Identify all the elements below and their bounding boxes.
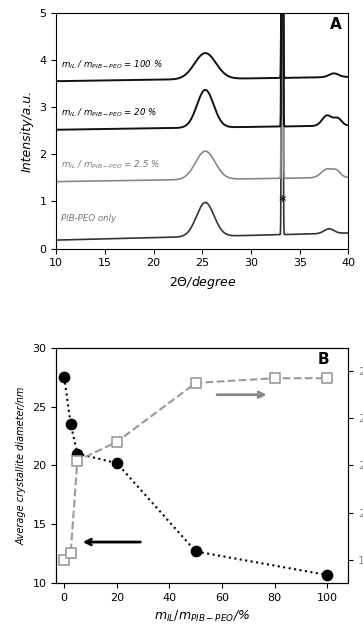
Point <box>193 546 199 556</box>
Point <box>193 378 199 388</box>
Point <box>68 547 74 558</box>
X-axis label: $m_{IL}/m_{PIB-PEO}$/%: $m_{IL}/m_{PIB-PEO}$/% <box>154 608 250 624</box>
Point <box>74 449 80 459</box>
Point <box>325 570 330 580</box>
Point <box>272 373 278 383</box>
Point <box>68 419 74 429</box>
Text: A: A <box>330 17 341 32</box>
Text: *: * <box>278 196 286 210</box>
Y-axis label: Intensity/a.u.: Intensity/a.u. <box>21 90 34 172</box>
Text: m$_{IL}$ / m$_{PIB-PEO}$ = 20 %: m$_{IL}$ / m$_{PIB-PEO}$ = 20 % <box>61 107 157 119</box>
X-axis label: $2\Theta$/degree: $2\Theta$/degree <box>168 274 236 291</box>
Text: PIB-PEO only: PIB-PEO only <box>61 213 116 222</box>
Point <box>61 372 67 382</box>
Text: m$_{IL}$ / m$_{PIB-PEO}$ = 2.5 %: m$_{IL}$ / m$_{PIB-PEO}$ = 2.5 % <box>61 159 160 171</box>
Point <box>114 458 120 468</box>
Point <box>114 437 120 447</box>
Point <box>61 554 67 565</box>
Text: B: B <box>318 352 329 367</box>
Text: m$_{IL}$ / m$_{PIB-PEO}$ = 100 %: m$_{IL}$ / m$_{PIB-PEO}$ = 100 % <box>61 59 163 71</box>
Point <box>74 456 80 466</box>
Point <box>325 373 330 383</box>
Y-axis label: Average crystallite diameter/nm: Average crystallite diameter/nm <box>17 387 27 545</box>
